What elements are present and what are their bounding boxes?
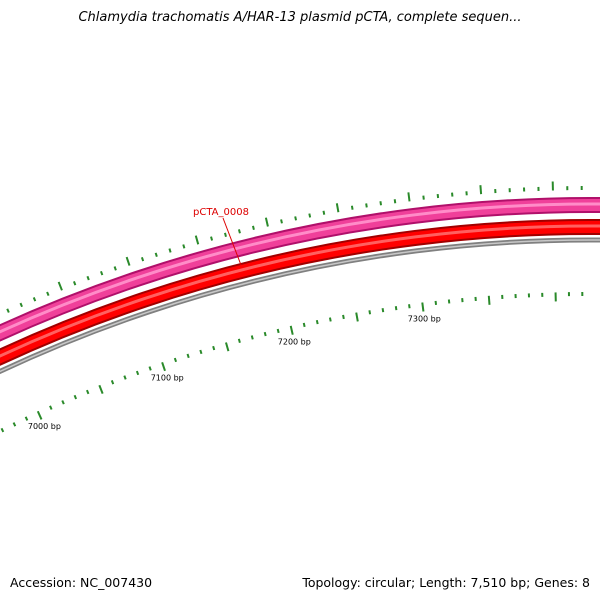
major-tick [479, 185, 483, 195]
minor-tick [308, 213, 312, 218]
minor-tick [168, 248, 172, 253]
minor-tick [86, 389, 90, 395]
minor-tick [123, 375, 127, 380]
reverse-feature-arc-highlight [0, 224, 600, 358]
minor-tick [49, 405, 53, 410]
minor-tick [148, 366, 152, 371]
backbone-arc-highlight [0, 239, 600, 373]
minor-tick [315, 319, 319, 325]
minor-tick [0, 427, 5, 433]
minor-tick [394, 306, 398, 311]
minor-tick [100, 270, 104, 276]
minor-tick [250, 335, 254, 340]
minor-tick [379, 201, 382, 206]
minor-tick [328, 317, 332, 322]
minor-tick [224, 232, 227, 238]
minor-tick [393, 199, 397, 204]
minor-tick [46, 291, 50, 297]
major-tick [407, 192, 411, 202]
minor-tick [86, 275, 90, 281]
ruler-label: 7300 bp [408, 314, 441, 323]
minor-tick [173, 357, 178, 363]
minor-tick [140, 256, 145, 262]
major-tick [421, 302, 425, 312]
minor-tick [237, 229, 241, 234]
minor-tick [381, 308, 385, 313]
major-tick [487, 295, 491, 305]
minor-tick [365, 203, 368, 208]
minor-tick [32, 297, 37, 302]
major-tick [36, 410, 43, 420]
minor-tick [212, 345, 216, 351]
reverse-feature-arc[interactable] [0, 221, 600, 571]
minor-tick [24, 416, 29, 421]
reverse-feature-arc-edge [0, 219, 600, 366]
minor-tick [19, 302, 23, 308]
major-tick [194, 235, 200, 245]
minor-tick [110, 380, 115, 385]
inner-tick-marks [0, 292, 584, 433]
minor-tick [263, 331, 267, 337]
minor-tick [154, 252, 158, 257]
minor-tick [408, 304, 411, 309]
minor-tick [302, 322, 306, 328]
accession-label: Accession: NC_007430 [10, 575, 153, 590]
minor-tick [237, 338, 241, 344]
major-tick [125, 256, 131, 266]
minor-tick [276, 328, 280, 334]
minor-tick [294, 216, 297, 221]
ruler-label: 7100 bp [151, 373, 184, 382]
ruler-label: 7200 bp [278, 337, 311, 346]
minor-tick [350, 205, 354, 210]
ruler-label: 7000 bp [28, 422, 61, 431]
topology-summary: Topology: circular; Length: 7,510 bp; Ge… [302, 575, 590, 590]
major-tick [57, 281, 63, 291]
minor-tick [210, 236, 214, 241]
major-tick [335, 203, 340, 213]
minor-tick [61, 400, 65, 405]
forward-feature-arc-highlight [0, 202, 600, 334]
outer-tick-marks [6, 181, 583, 313]
minor-tick [72, 281, 77, 286]
gene-label-pCTA-0008[interactable]: pCTA_0008 [193, 207, 249, 218]
gene-label-leader-line [222, 217, 242, 266]
minor-tick [322, 210, 326, 215]
major-tick [355, 312, 359, 322]
minor-tick [182, 244, 186, 249]
minor-tick [113, 266, 117, 271]
minor-tick [6, 308, 10, 313]
minor-tick [12, 422, 17, 427]
major-tick [161, 361, 166, 372]
minor-tick [199, 349, 203, 355]
minor-tick [368, 310, 372, 315]
minor-tick [342, 314, 345, 320]
major-tick [225, 342, 230, 352]
minor-tick [280, 219, 283, 224]
major-tick [289, 325, 294, 335]
minor-tick [186, 353, 190, 359]
minor-tick [251, 225, 255, 231]
major-tick [264, 217, 269, 227]
minor-tick [73, 394, 78, 400]
minor-tick [135, 370, 140, 376]
major-tick [98, 384, 104, 394]
page-title: Chlamydia trachomatis A/HAR-13 plasmid p… [78, 10, 522, 25]
